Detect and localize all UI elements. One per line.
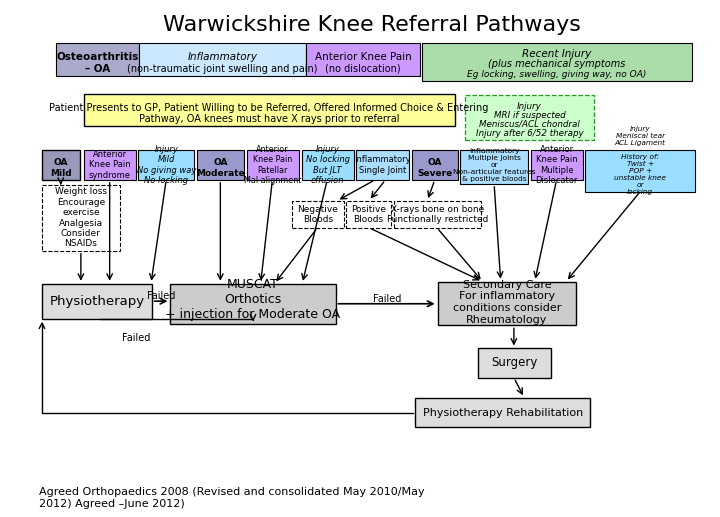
Text: Negative
Bloods: Negative Bloods	[297, 205, 338, 224]
FancyBboxPatch shape	[394, 201, 480, 227]
Text: Injury
Meniscal tear
ACL Ligament

History of:
Twist +
POP +
unstable knee
or
lo: Injury Meniscal tear ACL Ligament Histor…	[614, 126, 666, 195]
FancyBboxPatch shape	[292, 201, 344, 227]
FancyBboxPatch shape	[138, 150, 194, 180]
Text: Recent Injury: Recent Injury	[522, 49, 592, 59]
Text: Inflammatory
Single Joint: Inflammatory Single Joint	[354, 155, 411, 175]
Text: OA: OA	[54, 158, 68, 168]
FancyBboxPatch shape	[585, 150, 695, 192]
Text: Injury
Mild
No giving way
No locking: Injury Mild No giving way No locking	[137, 145, 196, 185]
Text: Severe: Severe	[417, 169, 452, 178]
FancyBboxPatch shape	[438, 282, 576, 325]
Text: Positive
Bloods: Positive Bloods	[351, 205, 386, 224]
Text: Moderate: Moderate	[196, 169, 245, 178]
Text: MUSCAT
Orthotics
+ injection for Moderate OA: MUSCAT Orthotics + injection for Moderat…	[166, 278, 341, 321]
Text: Failed: Failed	[122, 333, 150, 343]
Text: (plus mechanical symptoms: (plus mechanical symptoms	[488, 59, 626, 69]
Text: X-rays bone on bone
Functionally restricted: X-rays bone on bone Functionally restric…	[387, 205, 488, 224]
Text: Inflammatory
Multiple Joints
or
Non-articular features
& positive bloods: Inflammatory Multiple Joints or Non-arti…	[453, 148, 536, 182]
Text: – OA: – OA	[85, 64, 110, 74]
FancyBboxPatch shape	[415, 398, 590, 427]
Text: Secondary Care
For inflammatory
conditions consider
Rheumatology: Secondary Care For inflammatory conditio…	[453, 280, 561, 325]
FancyBboxPatch shape	[422, 42, 692, 81]
Text: Mild: Mild	[50, 169, 72, 178]
Text: OA: OA	[428, 158, 442, 168]
Text: Warwickshire Knee Referral Pathways: Warwickshire Knee Referral Pathways	[163, 14, 580, 35]
Text: Injury after 6/52 therapy: Injury after 6/52 therapy	[476, 129, 583, 138]
FancyBboxPatch shape	[197, 150, 244, 180]
Text: Patient Presents to GP, Patient Willing to be Referred, Offered Informed Choice : Patient Presents to GP, Patient Willing …	[49, 103, 489, 113]
FancyBboxPatch shape	[346, 201, 391, 227]
FancyBboxPatch shape	[42, 150, 80, 180]
FancyBboxPatch shape	[461, 150, 528, 184]
Text: Failed: Failed	[147, 291, 176, 301]
FancyBboxPatch shape	[531, 150, 582, 180]
FancyBboxPatch shape	[356, 150, 409, 180]
FancyBboxPatch shape	[412, 150, 458, 180]
FancyBboxPatch shape	[84, 94, 455, 126]
Text: Anterior
Knee Pain
Patellar
Mal alignment: Anterior Knee Pain Patellar Mal alignmen…	[244, 145, 302, 185]
FancyBboxPatch shape	[465, 95, 594, 140]
FancyBboxPatch shape	[171, 284, 336, 324]
Text: Surgery: Surgery	[491, 356, 537, 369]
FancyBboxPatch shape	[42, 284, 152, 318]
FancyBboxPatch shape	[247, 150, 299, 180]
Text: Failed: Failed	[373, 294, 401, 303]
FancyBboxPatch shape	[139, 42, 306, 76]
Text: Agreed Orthopaedics 2008 (Revised and consolidated May 2010/May
2012) Agreed –Ju: Agreed Orthopaedics 2008 (Revised and co…	[39, 488, 424, 509]
Text: Injury: Injury	[517, 102, 542, 111]
Text: Pathway, OA knees must have X rays prior to referral: Pathway, OA knees must have X rays prior…	[139, 114, 399, 124]
Text: OA: OA	[213, 158, 228, 168]
FancyBboxPatch shape	[56, 42, 139, 76]
FancyBboxPatch shape	[42, 185, 120, 251]
Text: Anterior Knee Pain: Anterior Knee Pain	[315, 52, 411, 62]
Text: Anterior
Knee Pain
Multiple
Dislocator: Anterior Knee Pain Multiple Dislocator	[536, 145, 577, 185]
Text: Anterior
Knee Pain
syndrome: Anterior Knee Pain syndrome	[89, 150, 130, 180]
Text: Osteoarthritis: Osteoarthritis	[56, 52, 139, 62]
Text: Inflammatory: Inflammatory	[187, 52, 258, 62]
Text: Meniscus/ACL chondral: Meniscus/ACL chondral	[479, 120, 580, 129]
Text: Injury
No locking
But JLT
effusion: Injury No locking But JLT effusion	[305, 145, 350, 185]
FancyBboxPatch shape	[302, 150, 354, 180]
Text: (non-traumatic joint swelling and pain): (non-traumatic joint swelling and pain)	[127, 64, 318, 74]
Text: Eg locking, swelling, giving way, no OA): Eg locking, swelling, giving way, no OA)	[467, 70, 647, 79]
Text: Weight loss
Encourage
exercise
Analgesia
Consider
NSAIDs: Weight loss Encourage exercise Analgesia…	[55, 187, 107, 248]
Text: (no dislocation): (no dislocation)	[325, 64, 401, 74]
Text: Physiotherapy Rehabilitation: Physiotherapy Rehabilitation	[423, 408, 583, 418]
FancyBboxPatch shape	[306, 42, 420, 76]
FancyBboxPatch shape	[478, 348, 551, 378]
Text: MRI if suspected: MRI if suspected	[494, 111, 565, 120]
Text: Physiotherapy: Physiotherapy	[49, 295, 145, 308]
FancyBboxPatch shape	[84, 150, 135, 180]
